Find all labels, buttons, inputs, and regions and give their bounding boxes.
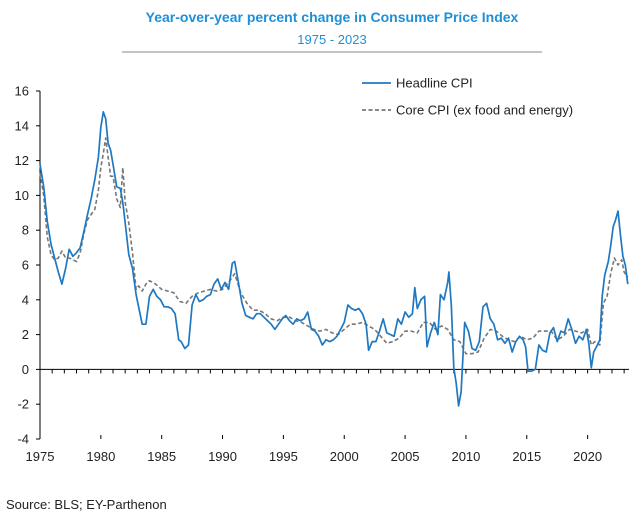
y-tick-label: 16 <box>15 84 29 99</box>
y-tick-label: -2 <box>17 397 29 412</box>
axes: -4 -2 0 2 4 6 8 10 12 14 16 1975 1980 1985 1990 1995 200… <box>15 84 629 464</box>
headline-cpi-line <box>39 111 629 407</box>
y-tick-label: 14 <box>15 118 29 133</box>
x-tick-label: 1995 <box>269 449 298 464</box>
x-tick-label: 2005 <box>391 449 420 464</box>
y-tick-label: -4 <box>17 432 29 447</box>
x-tick-label: 1975 <box>26 449 55 464</box>
chart-subtitle: 1975 - 2023 <box>297 32 366 47</box>
x-tick-label: 2015 <box>512 449 541 464</box>
y-tick-label: 4 <box>22 292 29 307</box>
y-tick-label: 6 <box>22 258 29 273</box>
chart-svg: Year-over-year percent change in Consume… <box>15 9 629 464</box>
core-cpi-line <box>39 137 629 355</box>
legend: Headline CPI Core CPI (ex food and energy… <box>362 76 573 118</box>
x-tick-label: 2000 <box>330 449 359 464</box>
plot-lines <box>39 111 629 407</box>
source-note: Source: BLS; EY-Parthenon <box>6 497 167 512</box>
x-tick-label: 2010 <box>451 449 480 464</box>
y-tick-label: 8 <box>22 223 29 238</box>
x-tick-label: 1990 <box>208 449 237 464</box>
x-tick-label: 1985 <box>147 449 176 464</box>
chart-title: Year-over-year percent change in Consume… <box>146 9 519 25</box>
x-tick-label: 1980 <box>86 449 115 464</box>
y-tick-label: 2 <box>22 327 29 342</box>
legend-core-label: Core CPI (ex food and energy) <box>396 103 573 118</box>
y-tick-label: 10 <box>15 188 29 203</box>
x-tick-label: 2020 <box>573 449 602 464</box>
y-tick-label: 0 <box>22 362 29 377</box>
legend-headline-label: Headline CPI <box>396 76 473 91</box>
y-tick-label: 12 <box>15 153 29 168</box>
